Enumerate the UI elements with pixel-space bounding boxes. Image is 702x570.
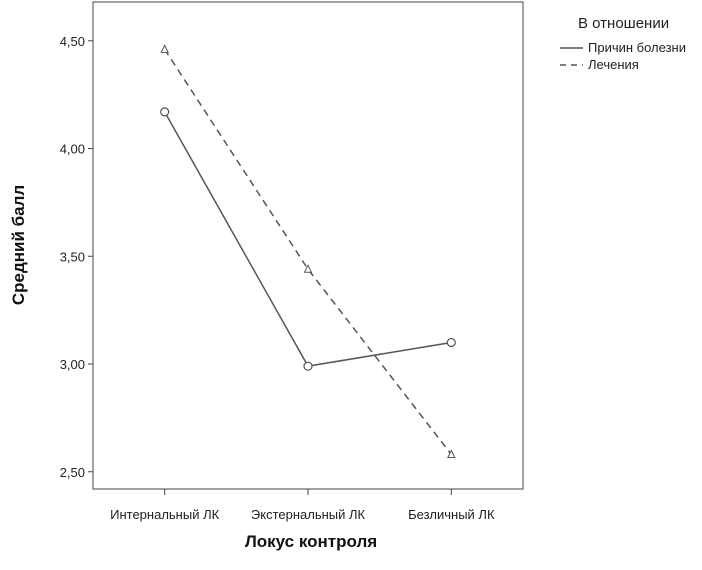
- legend-label: Причин болезни: [588, 40, 686, 55]
- data-point: [446, 337, 456, 348]
- x-axis: Интернальный ЛК Экстернальный ЛК Безличный…: [110, 489, 495, 522]
- y-tick-label: 3,00: [60, 357, 85, 372]
- plot-frame: [92, 1, 524, 490]
- series-layer: [160, 44, 456, 459]
- y-tick-label: 4,00: [60, 142, 85, 157]
- data-point: [160, 44, 169, 53]
- data-point: [447, 449, 456, 459]
- x-axis-title: Локус контроля: [245, 532, 377, 551]
- y-axis: 2,50 3,00 3,50 4,00 4,50: [60, 34, 93, 480]
- legend-title: В отношении: [578, 15, 669, 32]
- series-line-1: [164, 111, 452, 367]
- legend-label: Лечения: [588, 57, 639, 72]
- legend: В отношении Причин болезни Лечения: [560, 15, 686, 72]
- x-tick-label: Безличный ЛК: [408, 507, 495, 522]
- x-tick-label: Экстернальный ЛК: [251, 507, 366, 522]
- y-tick-label: 3,50: [60, 249, 85, 264]
- y-axis-title: Средний балл: [9, 185, 28, 305]
- data-point: [303, 361, 313, 371]
- x-tick-label: Интернальный ЛК: [110, 507, 219, 522]
- data-point: [303, 264, 313, 273]
- data-point: [160, 107, 170, 117]
- y-tick-label: 4,50: [60, 34, 85, 49]
- series-line-2: [164, 48, 452, 455]
- y-tick-label: 2,50: [60, 465, 85, 480]
